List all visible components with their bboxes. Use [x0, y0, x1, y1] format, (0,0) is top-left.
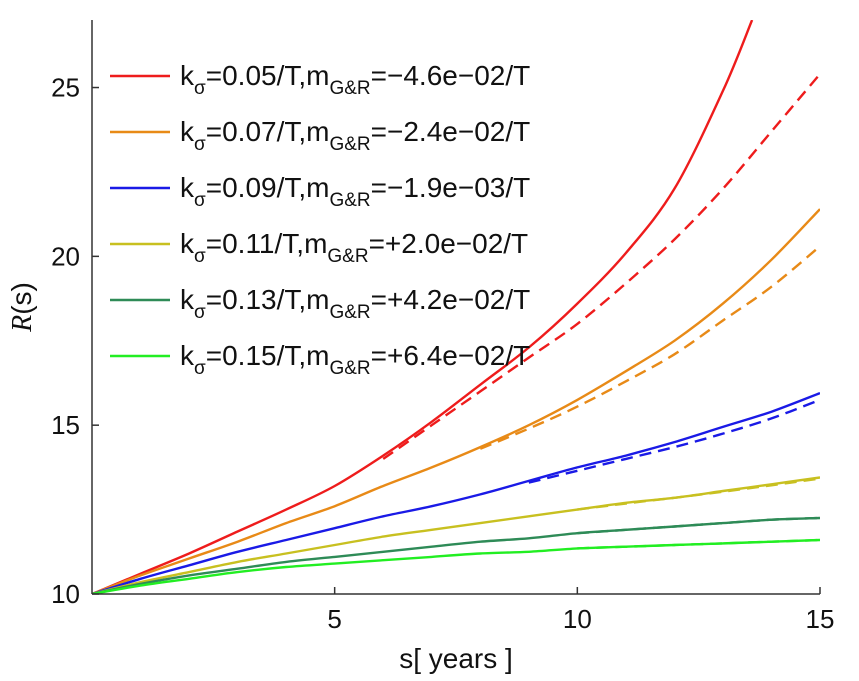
series-4-solid-line [92, 476, 820, 594]
x-tick-label: 10 [563, 604, 592, 634]
series-layer [92, 20, 820, 594]
legend: kσ=0.05/T,mG&R=−4.6e−02/T kσ=0.07/T,mG&R=… [110, 60, 530, 379]
series-1-dashed-line [382, 73, 820, 460]
legend-label-3: kσ=0.09/T,mG&R=−1.9e−03/T [180, 172, 530, 211]
x-axis-title: s[ years ] [399, 643, 513, 674]
legend-label-6: kσ=0.15/T,mG&R=+6.4e−02/T [180, 340, 530, 379]
legend-label-2: kσ=0.07/T,mG&R=−2.4e−02/T [180, 116, 530, 155]
y-axis-title-suffix: (s) [6, 282, 37, 315]
y-axis-title-main: R [7, 315, 38, 333]
axes-layer: 10 15 20 25 5 10 15 [51, 20, 834, 634]
series-2-dashed-line [479, 245, 820, 450]
x-tick-label: 5 [327, 604, 341, 634]
y-tick-label: 20 [51, 241, 80, 271]
y-tick-label: 10 [51, 579, 80, 609]
y-axis-title: R(s) [6, 282, 38, 333]
y-tick-label: 15 [51, 410, 80, 440]
legend-label-5: kσ=0.13/T,mG&R=+4.2e−02/T [180, 284, 530, 323]
series-2-solid-line [92, 208, 820, 594]
series-3-dashed-line [528, 398, 820, 484]
series-1-solid-line [92, 20, 754, 594]
legend-label-4: kσ=0.11/T,mG&R=+2.0e−02/T [180, 228, 528, 267]
x-tick-label: 15 [806, 604, 835, 634]
y-tick-label: 25 [51, 73, 80, 103]
series-5-solid-line [92, 516, 820, 594]
legend-label-1: kσ=0.05/T,mG&R=−4.6e−02/T [180, 60, 530, 99]
series-3-solid-line [92, 391, 820, 594]
series-6-solid-line [92, 538, 820, 594]
